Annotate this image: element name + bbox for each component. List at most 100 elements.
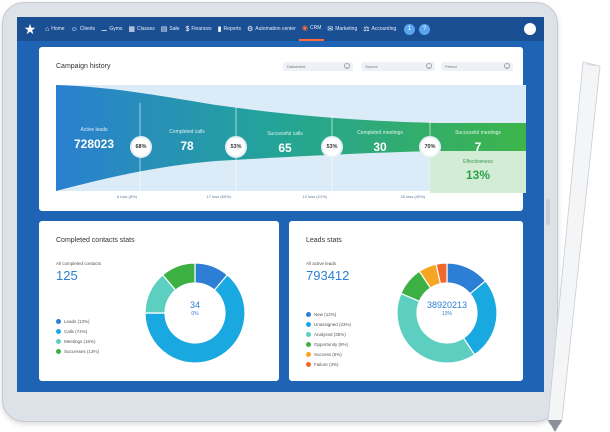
nav-item-automation-center[interactable]: ⚙ Automation center (244, 17, 299, 41)
chevron-down-icon: ⌄ (344, 63, 350, 69)
legend-item: Leads (13%) (56, 316, 99, 326)
stage-value: 728023 (73, 137, 115, 151)
app-logo-icon: ★ (23, 21, 37, 37)
legend-item: Calls (74%) (56, 326, 99, 336)
funnel-main-shape (56, 85, 526, 191)
top-right-controls: 1 ? (404, 23, 536, 35)
contacts-total: 125 (56, 268, 78, 283)
reports-icon: ▮ (217, 26, 222, 33)
legend-label: Unassigned (23%) (314, 321, 352, 327)
top-navigation-bar: ★ ⌂ Home ☺ Clients ⚊ Gyms ▦ Classes ▤ Sale $ Financ… (17, 17, 544, 41)
nav-item-sale[interactable]: ▤ Sale (158, 17, 183, 41)
legend-label: Analyzed (35%) (314, 331, 346, 337)
stage-label: Completed calls (169, 129, 205, 135)
period-filter-label: Period (445, 64, 457, 69)
user-avatar[interactable] (524, 23, 536, 35)
contacts-subtitle: All completed contacts (56, 261, 102, 266)
nav-item-clients[interactable]: ☺ Clients (68, 17, 98, 41)
legend-item: Unassigned (23%) (306, 319, 351, 329)
crm-icon: ◉ (301, 25, 308, 32)
stage-label: Active leads (80, 127, 108, 133)
legend-swatch (56, 318, 61, 324)
chevron-down-icon: ⌄ (504, 63, 510, 69)
sale-icon: ▤ (160, 26, 168, 33)
contacts-donut-chart (144, 262, 246, 364)
nav-item-label: Marketing (335, 26, 358, 32)
legend-label: New (12%) (314, 311, 337, 317)
leads-center-percent: 13% (441, 311, 452, 317)
contacts-stats-title: Completed contacts stats (56, 237, 135, 244)
leads-center-value: 38920213 (426, 300, 468, 310)
conversion-badge: 70% (419, 136, 441, 158)
nav-item-label: Finances (191, 26, 212, 32)
nav-item-marketing[interactable]: ✉ Marketing (324, 17, 360, 41)
period-filter[interactable]: Period ⌄ (441, 62, 513, 71)
accounting-icon: ⚖ (363, 26, 370, 33)
legend-label: Successes (13%) (64, 348, 100, 354)
contacts-stats-card: Completed contacts stats All completed c… (39, 221, 279, 381)
loss-label: 12 loss (21%) (302, 194, 327, 199)
legend-item: Meetings (16%) (56, 336, 99, 346)
loss-label: 17 loss (60%) (206, 194, 231, 199)
stylus-pen (547, 61, 601, 432)
stage-value: 65 (278, 141, 292, 155)
stage-value: 30 (373, 140, 387, 154)
nav-item-label: Home (51, 26, 65, 32)
nav-item-home[interactable]: ⌂ Home (42, 17, 68, 41)
loss-label: 6 loss (8%) (116, 194, 137, 199)
datasheet-filter[interactable]: Datasheet ⌄ (283, 62, 353, 71)
nav-item-gyms[interactable]: ⚊ Gyms (98, 17, 125, 41)
donut-hole (418, 284, 476, 342)
notifications-icon[interactable]: 1 (404, 23, 415, 35)
legend-swatch (306, 351, 311, 357)
chevron-down-icon: ⌄ (426, 63, 432, 69)
effectiveness-box: Effectiveness 13% (430, 151, 526, 193)
stage-value: 7 (474, 140, 482, 154)
source-filter-label: Source (365, 64, 378, 69)
nav-item-finances[interactable]: $ Finances (182, 17, 214, 41)
home-button (546, 199, 550, 225)
effectiveness-label: Effectiveness (463, 159, 493, 165)
donut-slice (396, 292, 476, 364)
nav-item-label: Accounting (371, 26, 397, 32)
stage-label: Completed meetings (357, 130, 403, 136)
automation-icon: ⚙ (247, 26, 254, 33)
nav-item-crm[interactable]: ◉ CRM (298, 17, 325, 41)
legend-item: Analyzed (35%) (306, 329, 351, 339)
leads-donut-chart (396, 262, 498, 364)
legend-swatch (306, 311, 311, 317)
legend-swatch (306, 321, 311, 327)
stage-label: Successful meetings (455, 130, 501, 136)
donut-hole (166, 284, 224, 342)
tablet-frame: ★ ⌂ Home ☺ Clients ⚊ Gyms ▦ Classes ▤ Sale $ Financ… (2, 2, 558, 422)
legend-label: Calls (74%) (64, 328, 88, 334)
legend-swatch (56, 328, 61, 334)
leads-subtitle: All active leads (306, 261, 337, 266)
campaign-history-title: Campaign history (56, 63, 111, 70)
nav-item-reports[interactable]: ▮ Reports (215, 17, 244, 41)
finances-icon: $ (185, 25, 190, 33)
home-icon: ⌂ (45, 25, 50, 33)
conversion-badge: 68% (130, 136, 152, 158)
conversion-badge: 53% (321, 136, 343, 158)
marketing-icon: ✉ (327, 26, 334, 33)
classes-icon: ▦ (128, 26, 135, 33)
app-screen: ★ ⌂ Home ☺ Clients ⚊ Gyms ▦ Classes ▤ Sale $ Financ… (17, 17, 544, 392)
legend-swatch (306, 341, 311, 347)
nav-item-classes[interactable]: ▦ Classes (125, 17, 157, 41)
source-filter[interactable]: Source ⌄ (361, 62, 435, 71)
legend-label: Failure (3%) (314, 361, 339, 367)
help-icon[interactable]: ? (419, 23, 430, 35)
legend-label: Opportunity (8%) (314, 341, 349, 347)
datasheet-filter-label: Datasheet (287, 64, 306, 69)
stage-value: 78 (180, 139, 194, 153)
nav-item-accounting[interactable]: ⚖ Accounting (360, 17, 399, 41)
nav-item-label: Clients (79, 26, 96, 32)
nav-item-label: Reports (223, 26, 242, 32)
nav-item-label: Sale (169, 26, 180, 32)
legend-item: Opportunity (8%) (306, 339, 351, 349)
legend-swatch (306, 331, 311, 337)
leads-legend: New (12%) Unassigned (23%) Analyzed (35%) O… (306, 309, 351, 369)
loss-label: 26 loss (40%) (400, 194, 425, 199)
main-menu: ⌂ Home ☺ Clients ⚊ Gyms ▦ Classes ▤ Sale $ Finances… (42, 17, 399, 41)
